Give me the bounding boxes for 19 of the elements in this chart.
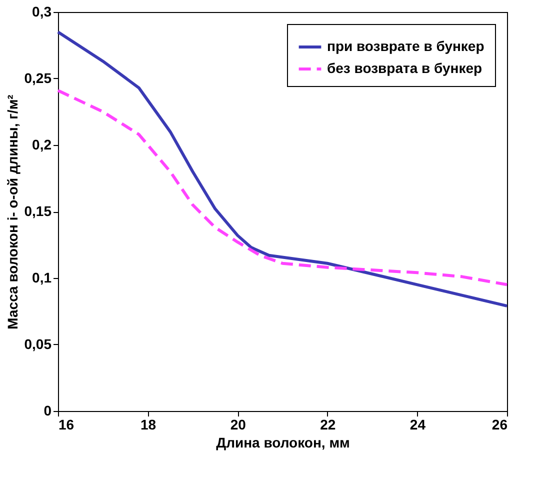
- x-tick-label: 16: [58, 416, 74, 432]
- y-tick-label: 0: [44, 402, 52, 418]
- x-axis-title: Длина волокон, мм: [216, 434, 350, 450]
- y-tick-label: 0,25: [24, 70, 52, 86]
- x-tick-label: 22: [320, 416, 336, 432]
- x-tick-label: 24: [410, 416, 426, 432]
- y-tick-label: 0,1: [32, 270, 52, 286]
- y-tick-label: 0,2: [32, 136, 52, 152]
- y-tick-label: 0,3: [32, 4, 52, 20]
- x-tick-label: 20: [230, 416, 246, 432]
- y-tick-label: 0,15: [24, 203, 52, 219]
- legend-label: при возврате в бункер: [327, 38, 484, 54]
- y-axis-title: Масса волокон i- о-ой длины, г/м²: [4, 94, 20, 330]
- line-series: [56, 88, 508, 286]
- legend-label: без возврата в бункер: [327, 60, 482, 76]
- x-tick-label: 18: [140, 416, 156, 432]
- y-tick-label: 0,05: [24, 336, 52, 352]
- line-series: [56, 30, 508, 308]
- x-tick-label: 26: [492, 416, 508, 432]
